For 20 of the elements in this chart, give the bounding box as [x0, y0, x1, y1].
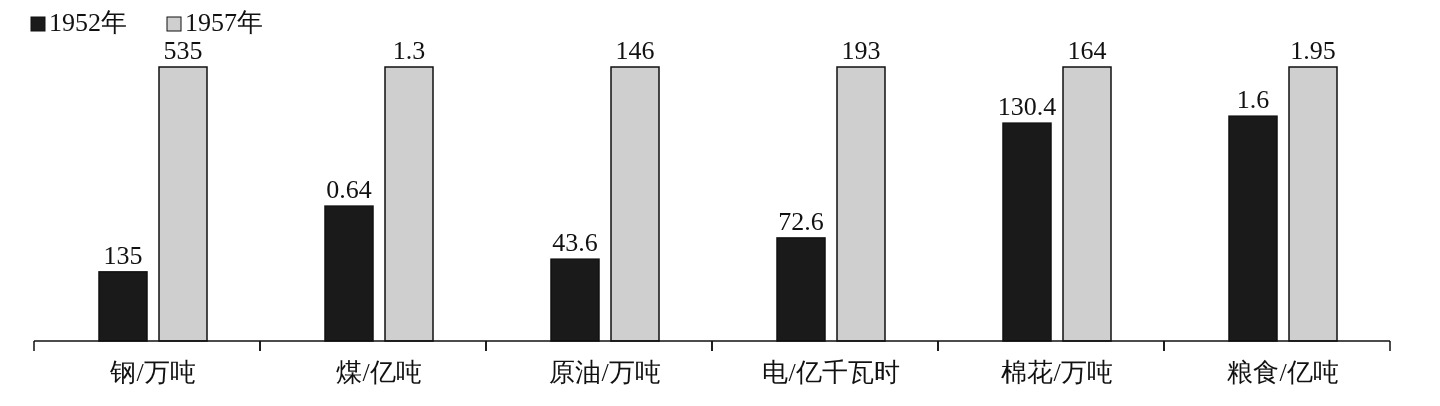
data-label: 72.6 — [778, 206, 824, 236]
data-label: 146 — [615, 36, 655, 65]
x-tick-label: 电/亿千瓦时 — [762, 358, 900, 387]
data-label: 1.95 — [1290, 36, 1336, 65]
data-label: 130.4 — [997, 92, 1057, 122]
x-tick-label: 煤/亿吨 — [336, 358, 422, 387]
x-tick-label: 粮食/亿吨 — [1227, 358, 1339, 387]
data-label: 43.6 — [552, 228, 598, 258]
x-tick-label: 棉花/万吨 — [1001, 358, 1113, 387]
data-label: 135 — [103, 240, 143, 270]
x-tick-label: 原油/万吨 — [549, 358, 661, 387]
data-label: 1.6 — [1236, 85, 1270, 115]
x-tick-label: 钢/万吨 — [109, 358, 196, 387]
data-label: 193 — [841, 36, 881, 65]
data-label: 535 — [163, 36, 203, 65]
legend-label: 1952年 — [49, 8, 127, 37]
data-label: 1.3 — [392, 36, 426, 65]
data-label: 164 — [1067, 36, 1107, 65]
data-label: 0.64 — [326, 175, 372, 205]
legend-label: 1957年 — [185, 8, 263, 37]
